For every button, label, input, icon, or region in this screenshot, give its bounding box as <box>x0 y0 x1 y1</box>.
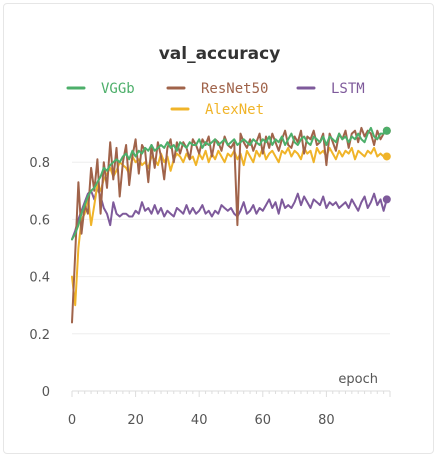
series-line-lstm <box>71 186 388 241</box>
y-tick-label: 0.6 <box>29 213 50 228</box>
x-tick-label: 40 <box>191 413 208 428</box>
chart-title: val_accuracy <box>158 44 281 64</box>
legend-label-alexnet: AlexNet <box>205 102 264 118</box>
series-line-alexnet <box>71 146 388 307</box>
series-line-resnet50 <box>71 126 388 324</box>
legend-label-resnet50: ResNet50 <box>201 81 268 97</box>
x-tick-label: 20 <box>127 413 144 428</box>
series-end-point-lstm <box>382 195 391 204</box>
series-end-point-alexnet <box>382 152 391 161</box>
y-tick-label: 0 <box>42 385 50 400</box>
x-axis-label: epoch <box>338 372 378 387</box>
series-end-point-vggb <box>382 126 391 135</box>
series-line-vggb <box>71 126 388 241</box>
legend-label-lstm: LSTM <box>331 81 365 97</box>
x-tick-label: 0 <box>68 413 76 428</box>
y-tick-label: 0.2 <box>29 328 50 343</box>
x-tick-label: 60 <box>255 413 272 428</box>
y-tick-label: 0.8 <box>29 156 50 171</box>
x-tick-label: 80 <box>318 413 335 428</box>
legend-label-vggb: VGGb <box>101 81 135 97</box>
y-tick-label: 0.4 <box>29 271 50 286</box>
